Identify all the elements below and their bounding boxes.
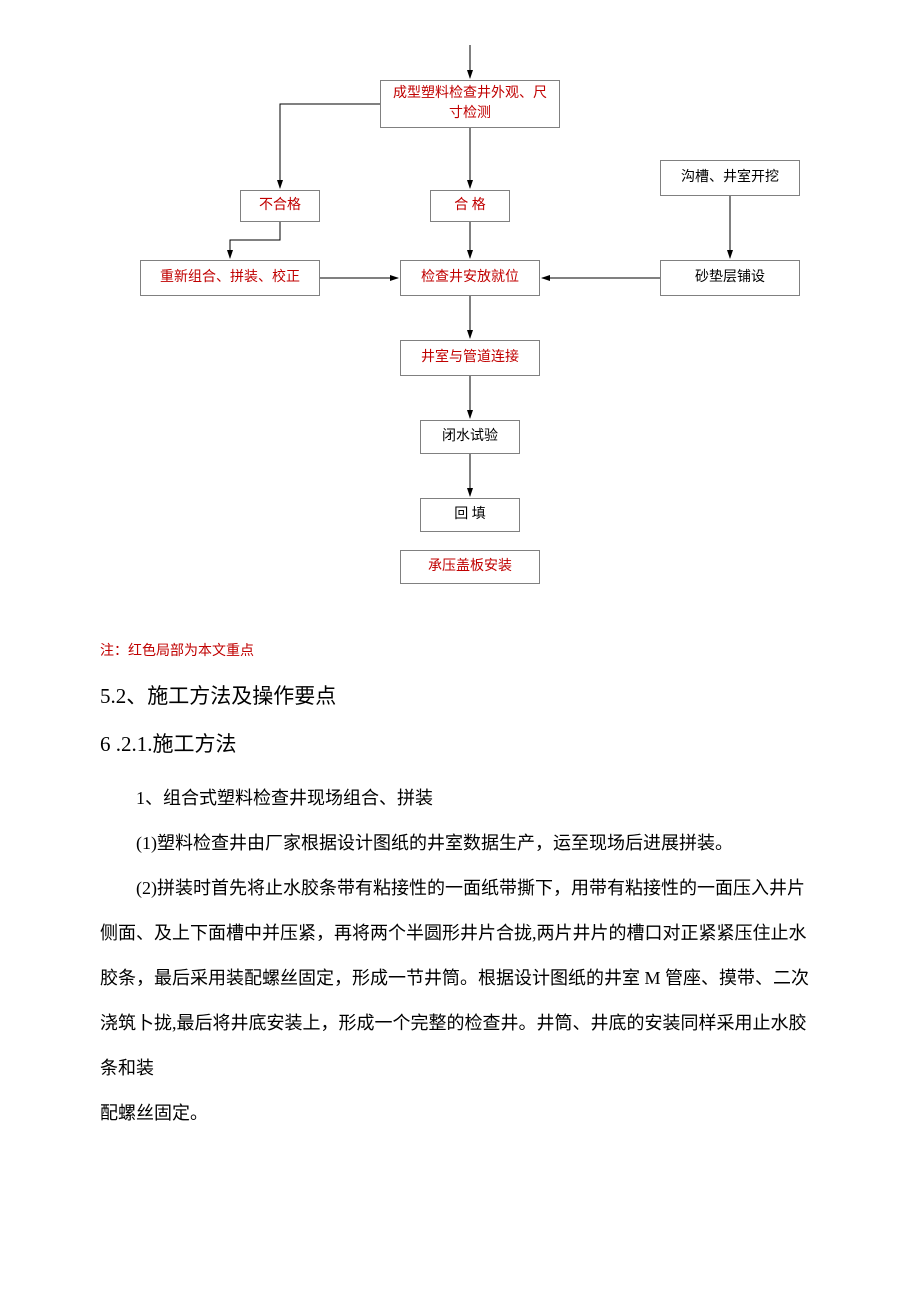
flowchart-container: 成型塑料检查井外观、尺寸检测 沟槽、井室开挖 不合格 合 格 重新组合、拼装、校… [100, 40, 820, 620]
heading-5-2: 5.2、施工方法及操作要点 [100, 680, 820, 710]
para-4: 配螺丝固定。 [100, 1091, 820, 1136]
note-red: 注：红色局部为本文重点 [100, 640, 820, 660]
node-connect-pipe: 井室与管道连接 [400, 340, 540, 376]
node-pass: 合 格 [430, 190, 510, 222]
para-3: (2)拼装时首先将止水胶条带有粘接性的一面纸带撕下，用带有粘接性的一面压入井片侧… [100, 866, 820, 1091]
node-install: 检查井安放就位 [400, 260, 540, 296]
node-sand-layer: 砂垫层铺设 [660, 260, 800, 296]
node-water-test: 闭水试验 [420, 420, 520, 454]
node-backfill: 回 填 [420, 498, 520, 532]
para-2: (1)塑料检查井由厂家根据设计图纸的井室数据生产，运至现场后进展拼装。 [100, 821, 820, 866]
para-1: 1、组合式塑料检查井现场组合、拼装 [100, 776, 820, 821]
node-reassemble: 重新组合、拼装、校正 [140, 260, 320, 296]
node-inspection: 成型塑料检查井外观、尺寸检测 [380, 80, 560, 128]
heading-6-2-1: 6 .2.1.施工方法 [100, 728, 820, 758]
node-cover-install: 承压盖板安装 [400, 550, 540, 584]
node-excavation: 沟槽、井室开挖 [660, 160, 800, 196]
node-fail: 不合格 [240, 190, 320, 222]
